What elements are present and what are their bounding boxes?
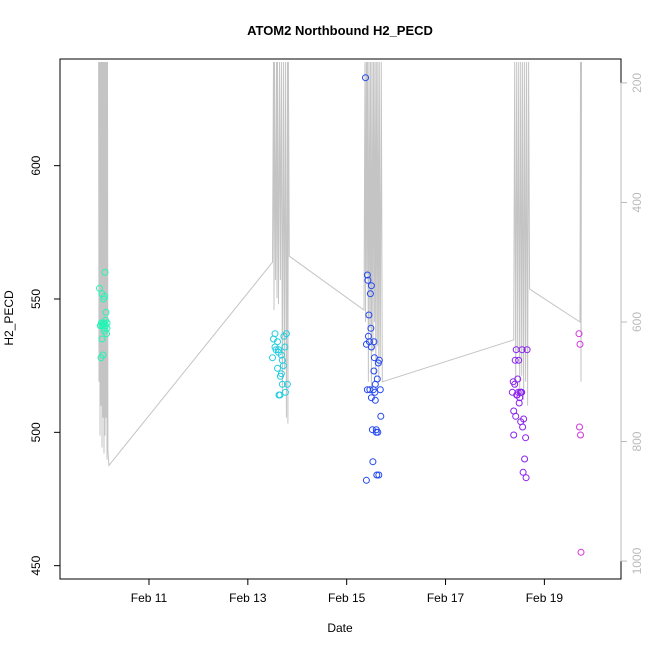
chart-title: ATOM2 Northbound H2_PECD xyxy=(247,23,433,38)
data-point xyxy=(101,292,108,300)
x-tick-label: Feb 13 xyxy=(229,591,267,605)
data-point xyxy=(371,380,379,388)
data-point xyxy=(369,458,377,466)
trace-line xyxy=(98,61,582,467)
data-point xyxy=(377,412,385,420)
x-tick-label: Feb 11 xyxy=(131,591,168,605)
x-tick-label: Feb 19 xyxy=(526,591,564,605)
data-point xyxy=(281,343,289,351)
secondary-y-tick-label: 600 xyxy=(630,312,644,332)
data-point xyxy=(510,431,518,439)
data-point xyxy=(577,431,584,439)
y-tick-label: 500 xyxy=(29,422,43,442)
y-tick-label: 450 xyxy=(29,555,43,575)
secondary-y-tick-label: 400 xyxy=(630,192,644,212)
data-point xyxy=(367,282,375,290)
data-point xyxy=(279,362,287,370)
data-point xyxy=(520,415,528,423)
data-point xyxy=(98,335,106,343)
data-point xyxy=(281,388,289,396)
y-axis: 450 500 550 600 xyxy=(29,155,61,576)
data-point xyxy=(575,330,583,338)
data-point xyxy=(274,364,281,372)
series-day4 xyxy=(508,346,531,482)
y-axis-label: H2_PECD xyxy=(2,290,16,346)
data-point xyxy=(523,346,531,354)
data-point xyxy=(362,74,369,82)
series-day5 xyxy=(575,330,585,556)
data-point xyxy=(518,346,526,354)
x-tick-label: Feb 15 xyxy=(328,591,366,605)
secondary-y-axis: 200 400 600 800 1000 xyxy=(620,73,644,574)
data-point xyxy=(101,268,109,276)
data-point xyxy=(365,311,373,319)
trace-layer xyxy=(98,61,582,467)
data-point xyxy=(102,316,109,324)
data-point xyxy=(363,386,371,394)
secondary-y-tick-label: 1000 xyxy=(630,547,644,574)
x-tick-label: Feb 17 xyxy=(427,591,465,605)
data-point xyxy=(375,356,383,364)
secondary-y-tick-label: 800 xyxy=(630,431,644,451)
data-point xyxy=(370,338,378,346)
series-day2 xyxy=(269,330,291,399)
data-point xyxy=(522,434,530,442)
data-point xyxy=(511,380,519,388)
data-point xyxy=(376,386,384,394)
data-point xyxy=(375,471,383,479)
data-point xyxy=(101,324,108,332)
data-point xyxy=(276,391,284,399)
data-point xyxy=(102,308,110,316)
data-point xyxy=(519,468,527,476)
data-point xyxy=(278,380,286,388)
data-point xyxy=(372,428,380,436)
data-point xyxy=(366,290,374,298)
data-point xyxy=(367,324,375,332)
data-point xyxy=(371,388,379,396)
data-point xyxy=(512,412,520,420)
data-point xyxy=(271,330,279,338)
data-point xyxy=(514,375,522,383)
y-tick-label: 600 xyxy=(29,155,43,175)
data-point xyxy=(362,476,370,484)
data-point xyxy=(515,399,523,407)
y-tick-label: 550 xyxy=(29,289,43,309)
data-point xyxy=(363,271,371,279)
x-axis-label: Date xyxy=(327,621,353,635)
data-point xyxy=(269,354,276,362)
data-point xyxy=(373,471,381,479)
plot-frame xyxy=(59,58,622,580)
data-point xyxy=(364,276,372,284)
data-point xyxy=(367,394,375,402)
data-point xyxy=(515,356,523,364)
data-point xyxy=(370,367,378,375)
x-axis: Feb 11 Feb 13 Feb 15 Feb 17 Feb 19 xyxy=(131,578,564,605)
data-point xyxy=(576,423,583,431)
data-point xyxy=(522,474,530,482)
data-point xyxy=(511,356,519,364)
data-point xyxy=(577,548,585,556)
data-point xyxy=(576,340,584,348)
data-point xyxy=(275,346,282,354)
series-day1 xyxy=(96,268,111,362)
data-point xyxy=(283,380,291,388)
data-point xyxy=(521,455,529,463)
secondary-y-tick-label: 200 xyxy=(630,73,644,93)
series-day3 xyxy=(362,74,385,484)
points-layer xyxy=(96,74,585,556)
data-point xyxy=(519,423,527,431)
data-point xyxy=(518,388,526,396)
data-point xyxy=(99,351,107,359)
data-point xyxy=(277,351,285,359)
data-point xyxy=(362,340,370,348)
data-point xyxy=(282,330,290,338)
data-point xyxy=(277,370,285,378)
